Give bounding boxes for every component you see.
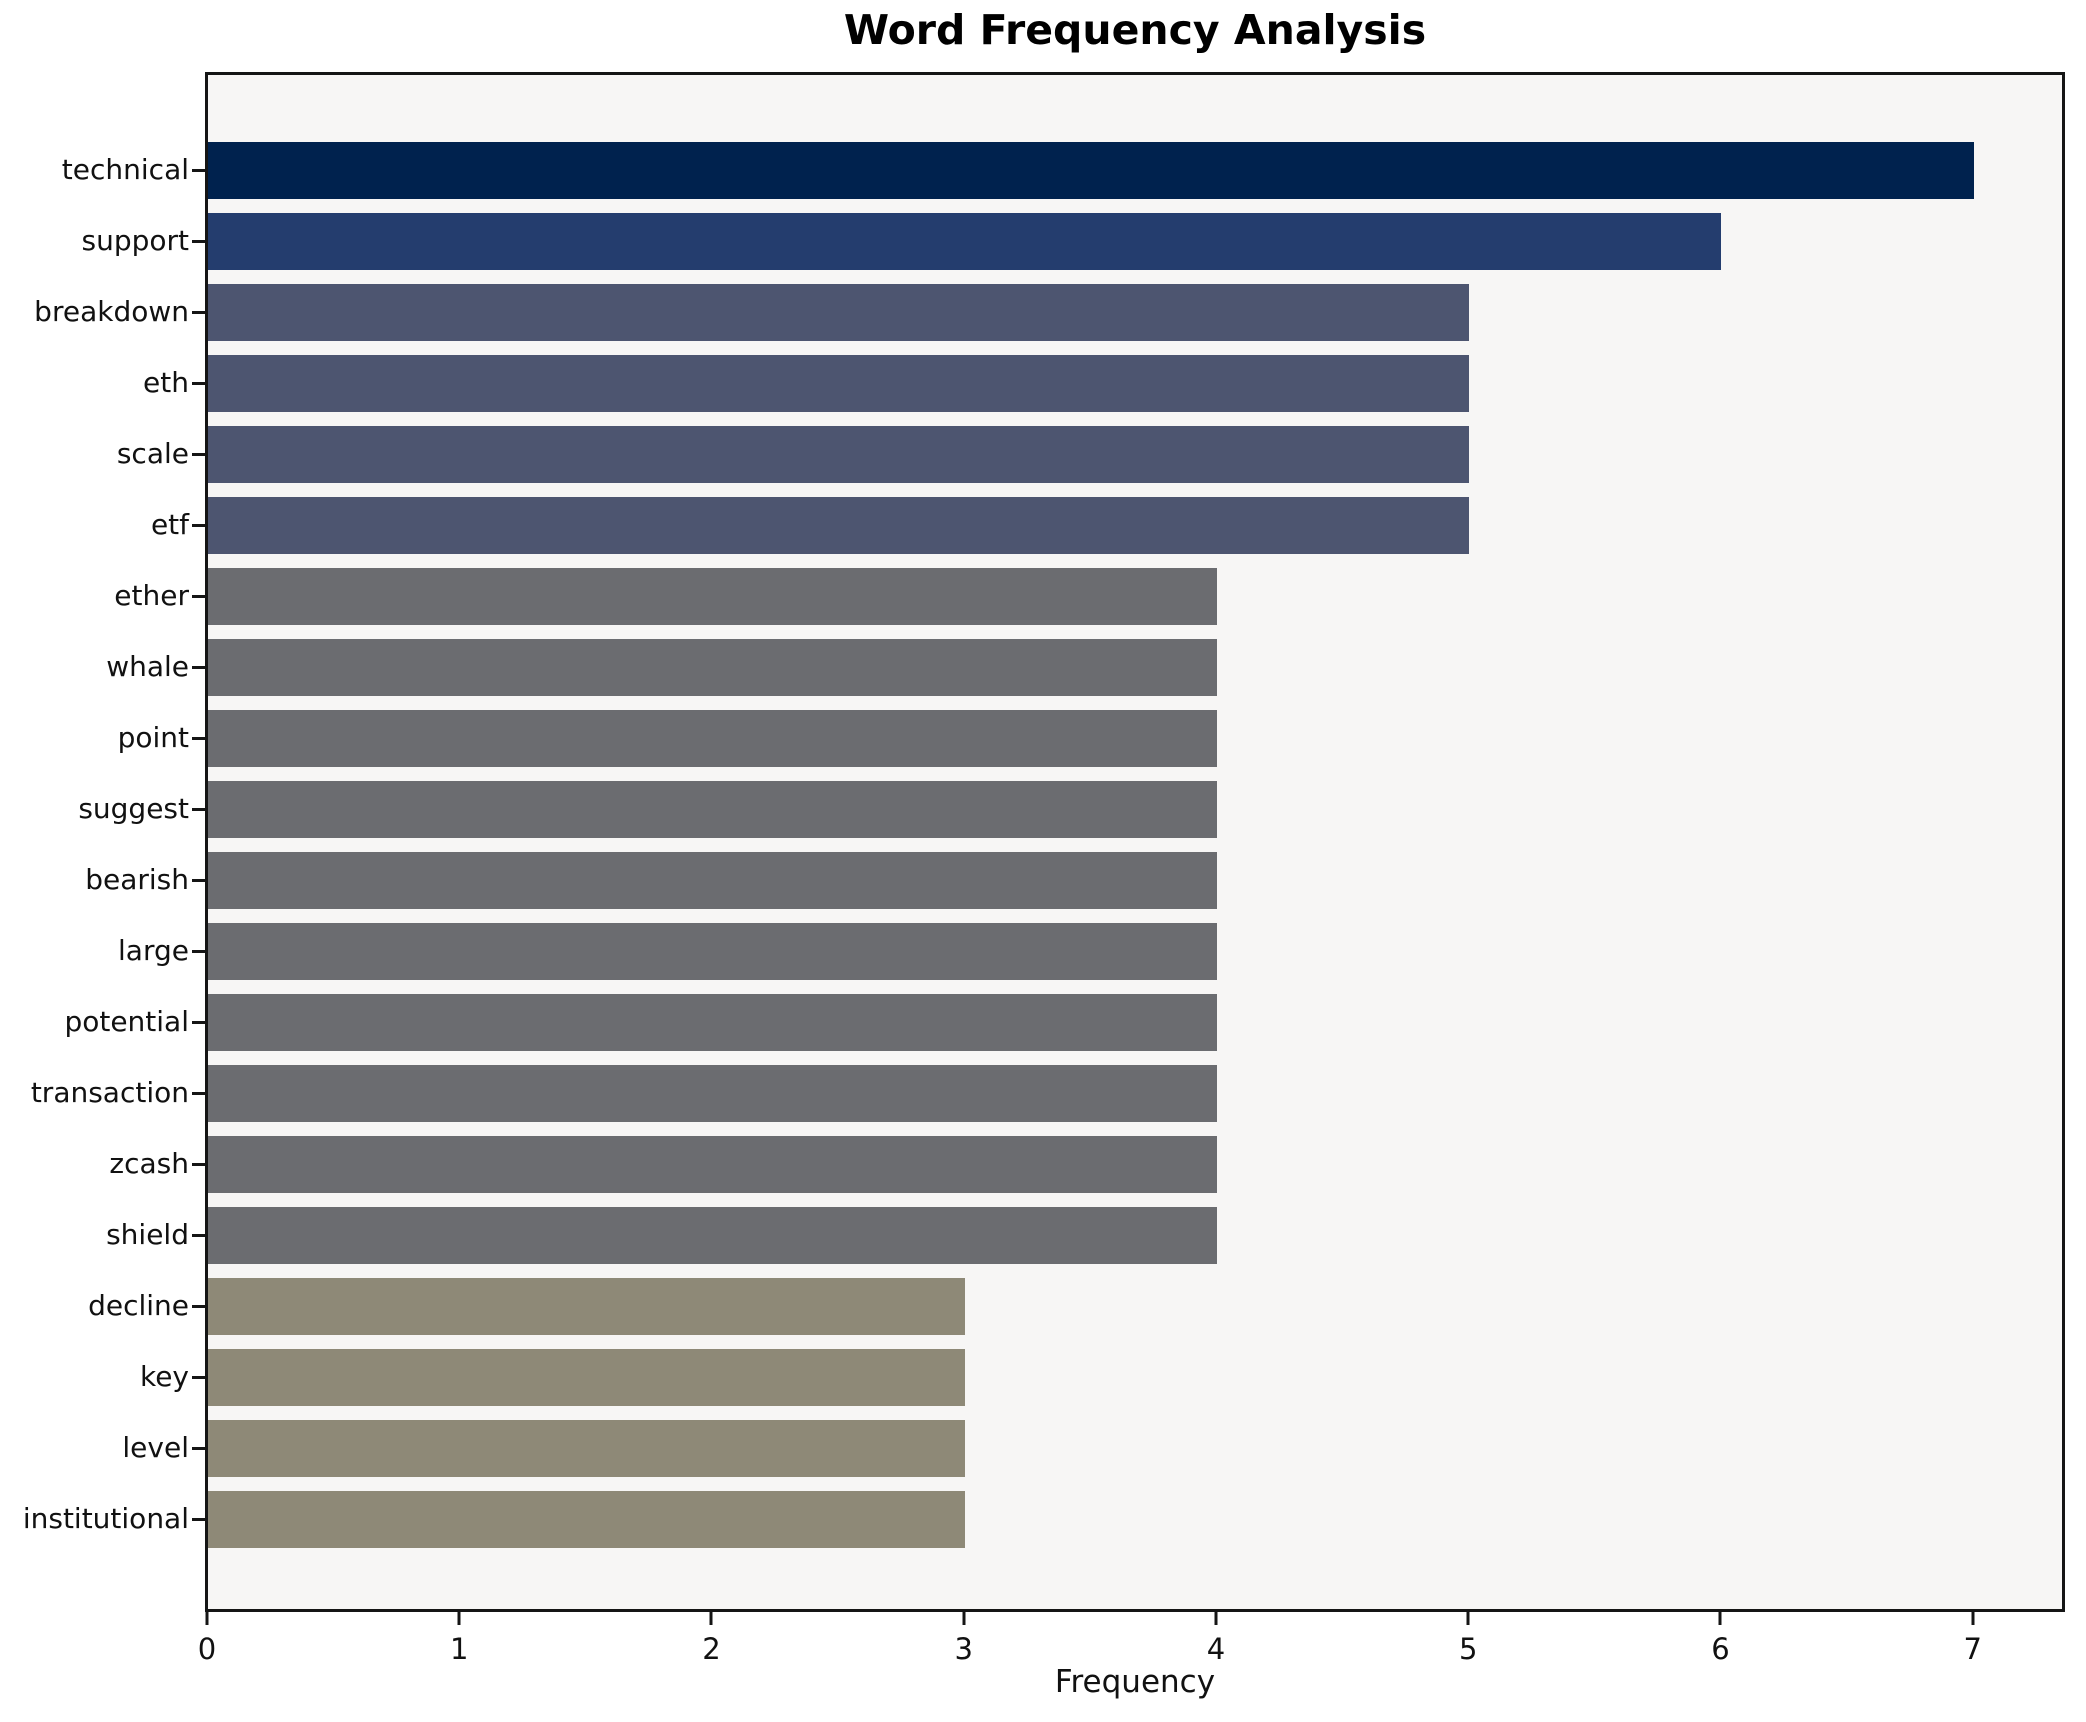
y-tick-mark xyxy=(192,736,205,740)
y-tick-label-eth: eth xyxy=(143,366,189,399)
bar-transaction xyxy=(208,1064,1217,1122)
y-tick-mark xyxy=(192,239,205,243)
bar-zcash xyxy=(208,1135,1217,1193)
bar-decline xyxy=(208,1277,965,1335)
y-tick-label-transaction: transaction xyxy=(30,1076,189,1109)
x-tick-label-6: 6 xyxy=(1711,1632,1730,1666)
y-tick-label-zcash: zcash xyxy=(109,1147,189,1180)
y-tick-label-ether: ether xyxy=(114,579,189,612)
x-tick-mark xyxy=(1214,1612,1218,1625)
bar-breakdown xyxy=(208,283,1470,341)
y-tick-mark xyxy=(192,1233,205,1237)
y-tick-label-key: key xyxy=(139,1360,189,1393)
bar-suggest xyxy=(208,780,1217,838)
x-tick-label-2: 2 xyxy=(702,1632,721,1666)
x-tick-mark xyxy=(1971,1612,1975,1625)
y-tick-label-technical: technical xyxy=(61,153,189,186)
x-tick-label-4: 4 xyxy=(1206,1632,1226,1666)
y-tick-mark xyxy=(192,310,205,314)
y-tick-mark xyxy=(192,807,205,811)
y-tick-mark xyxy=(192,665,205,669)
x-axis-title: Frequency xyxy=(1054,1664,1216,1700)
bar-point xyxy=(208,709,1217,767)
x-tick-label-3: 3 xyxy=(954,1632,973,1666)
x-tick-mark xyxy=(205,1612,209,1625)
x-tick-label-5: 5 xyxy=(1458,1632,1478,1666)
y-tick-label-support: support xyxy=(81,224,189,257)
y-tick-label-shield: shield xyxy=(106,1218,189,1251)
y-tick-mark xyxy=(192,1091,205,1095)
bar-large xyxy=(208,922,1217,980)
x-tick-mark xyxy=(457,1612,461,1625)
y-tick-mark xyxy=(192,1162,205,1166)
plot-area xyxy=(205,72,2065,1612)
x-tick-label-0: 0 xyxy=(197,1632,217,1666)
y-tick-mark xyxy=(192,523,205,527)
bar-potential xyxy=(208,993,1217,1051)
y-tick-mark xyxy=(192,1517,205,1521)
y-tick-mark xyxy=(192,1304,205,1308)
y-tick-mark xyxy=(192,878,205,882)
bar-level xyxy=(208,1419,965,1477)
y-tick-label-suggest: suggest xyxy=(78,792,189,825)
y-tick-label-bearish: bearish xyxy=(85,863,189,896)
y-tick-mark xyxy=(192,594,205,598)
y-tick-mark xyxy=(192,452,205,456)
bar-key xyxy=(208,1348,965,1406)
y-tick-label-potential: potential xyxy=(64,1005,189,1038)
bar-eth xyxy=(208,354,1470,412)
bar-ether xyxy=(208,567,1217,625)
y-tick-mark xyxy=(192,381,205,385)
y-tick-mark xyxy=(192,1020,205,1024)
x-tick-mark xyxy=(962,1612,966,1625)
x-tick-mark xyxy=(709,1612,713,1625)
bar-technical xyxy=(208,141,1974,199)
y-tick-label-etf: etf xyxy=(150,508,189,541)
x-axis: 0 1 2 3 4 5 6 7 xyxy=(198,1612,2067,1722)
bar-scale xyxy=(208,425,1470,483)
y-tick-label-level: level xyxy=(122,1431,189,1464)
chart-title: Word Frequency Analysis xyxy=(843,6,1427,54)
y-tick-label-breakdown: breakdown xyxy=(34,295,189,328)
y-tick-label-decline: decline xyxy=(88,1289,189,1322)
x-tick-label-7: 7 xyxy=(1963,1632,1982,1666)
x-tick-mark xyxy=(1466,1612,1470,1625)
y-tick-label-institutional: institutional xyxy=(22,1502,189,1535)
y-tick-mark xyxy=(192,168,205,172)
y-tick-label-whale: whale xyxy=(106,650,189,683)
y-tick-label-point: point xyxy=(117,721,189,754)
y-tick-mark xyxy=(192,1375,205,1379)
bar-institutional xyxy=(208,1490,965,1548)
bar-support xyxy=(208,212,1722,270)
y-tick-label-large: large xyxy=(118,934,189,967)
y-tick-mark xyxy=(192,949,205,953)
y-axis-ticks xyxy=(192,0,205,1722)
x-tick-mark xyxy=(1718,1612,1722,1625)
y-axis-labels: technical support breakdown eth scale etf ethe… xyxy=(0,0,189,1722)
y-tick-label-scale: scale xyxy=(116,437,189,470)
x-tick-label-1: 1 xyxy=(450,1632,469,1666)
bar-whale xyxy=(208,638,1217,696)
bar-bearish xyxy=(208,851,1217,909)
y-tick-mark xyxy=(192,1446,205,1450)
bar-etf xyxy=(208,496,1470,554)
bar-shield xyxy=(208,1206,1217,1264)
